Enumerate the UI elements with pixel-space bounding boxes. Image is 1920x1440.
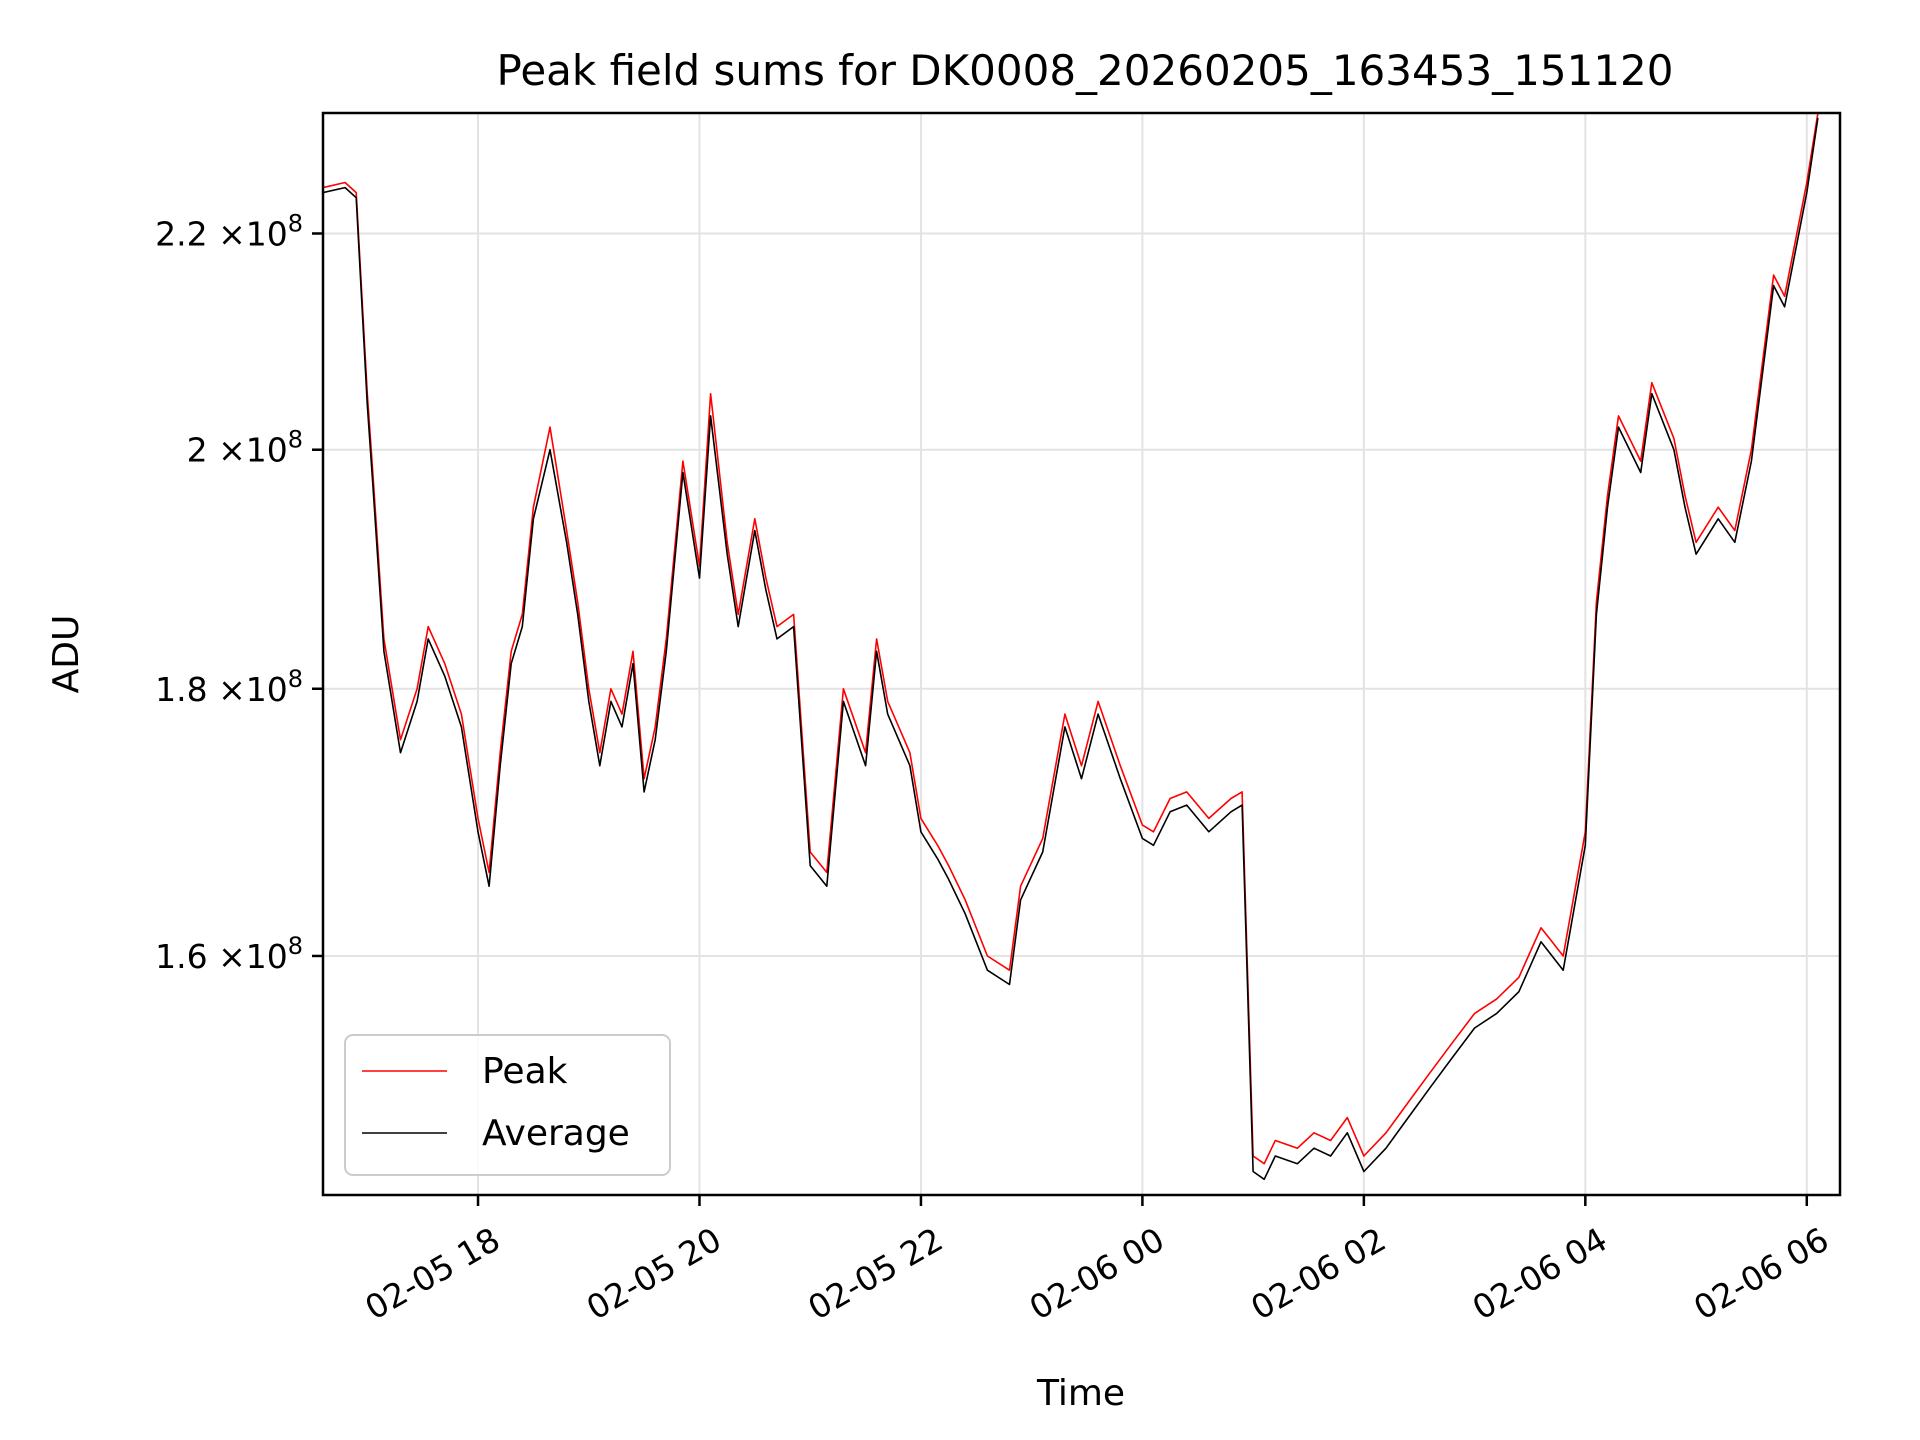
series-line-average bbox=[323, 117, 1819, 1181]
chart-title: Peak field sums for DK0008_20260205_1634… bbox=[496, 46, 1673, 95]
series-layer bbox=[323, 113, 1819, 1181]
y-tick-label: 1.6 ×108 bbox=[155, 932, 303, 976]
legend-label-peak: Peak bbox=[482, 1051, 568, 1092]
y-axis-label: ADU bbox=[46, 615, 87, 694]
plot-frame bbox=[321, 111, 1842, 1197]
series-line-peak bbox=[323, 113, 1819, 1165]
legend: Peak Average bbox=[344, 1034, 671, 1176]
x-axis-label: Time bbox=[1036, 1373, 1125, 1414]
y-tick-label: 2 ×108 bbox=[187, 426, 303, 470]
y-tick-label: 1.8 ×108 bbox=[155, 665, 303, 709]
legend-label-average: Average bbox=[482, 1113, 630, 1154]
y-axis-ticks: 1.6 ×108 1.8 ×108 2 ×108 2.2 ×108 bbox=[155, 209, 323, 976]
grid bbox=[323, 113, 1840, 1195]
y-tick-label: 2.2 ×108 bbox=[155, 209, 303, 253]
legend-box bbox=[344, 1034, 671, 1176]
